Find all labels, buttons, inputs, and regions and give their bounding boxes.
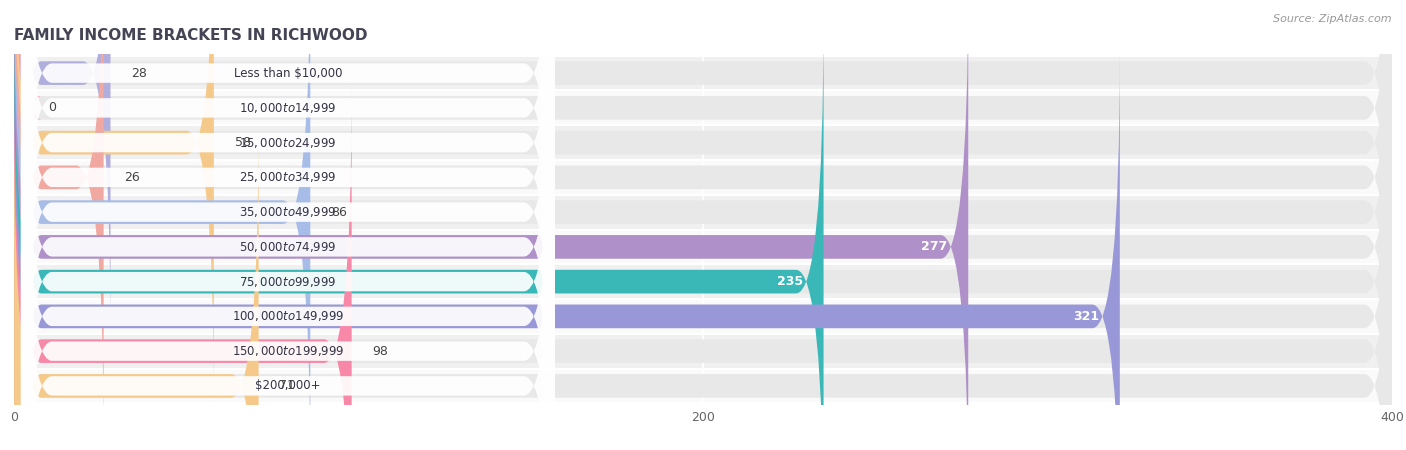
FancyBboxPatch shape [21,0,555,450]
FancyBboxPatch shape [21,0,555,376]
Bar [14,90,1392,125]
FancyBboxPatch shape [14,120,259,450]
Text: $15,000 to $24,999: $15,000 to $24,999 [239,135,336,149]
Text: $50,000 to $74,999: $50,000 to $74,999 [239,240,336,254]
Text: 321: 321 [1073,310,1099,323]
FancyBboxPatch shape [14,85,1392,450]
FancyBboxPatch shape [14,50,1119,450]
FancyBboxPatch shape [14,0,111,339]
FancyBboxPatch shape [14,120,1392,450]
Bar [14,264,1392,299]
FancyBboxPatch shape [14,0,1392,339]
FancyBboxPatch shape [0,0,42,374]
Text: Less than $10,000: Less than $10,000 [233,67,342,80]
Bar [14,369,1392,403]
FancyBboxPatch shape [21,83,555,450]
FancyBboxPatch shape [21,48,555,450]
Text: $35,000 to $49,999: $35,000 to $49,999 [239,205,336,219]
Text: 58: 58 [235,136,250,149]
Text: 86: 86 [330,206,347,219]
Bar [14,125,1392,160]
FancyBboxPatch shape [14,0,1392,374]
Bar [14,334,1392,369]
FancyBboxPatch shape [21,0,555,450]
FancyBboxPatch shape [21,0,555,411]
FancyBboxPatch shape [14,0,1392,450]
FancyBboxPatch shape [14,15,824,450]
Text: $150,000 to $199,999: $150,000 to $199,999 [232,344,344,358]
Text: $100,000 to $149,999: $100,000 to $149,999 [232,310,344,324]
FancyBboxPatch shape [14,0,311,450]
Text: 0: 0 [48,101,56,114]
FancyBboxPatch shape [14,0,214,409]
FancyBboxPatch shape [21,14,555,450]
Bar [14,56,1392,90]
Text: 71: 71 [280,379,295,392]
Text: 235: 235 [776,275,803,288]
FancyBboxPatch shape [21,0,555,450]
Bar [14,299,1392,334]
FancyBboxPatch shape [14,0,104,444]
Text: $200,000+: $200,000+ [254,379,321,392]
Text: $25,000 to $34,999: $25,000 to $34,999 [239,171,336,184]
Text: Source: ZipAtlas.com: Source: ZipAtlas.com [1274,14,1392,23]
Bar [14,230,1392,264]
FancyBboxPatch shape [14,0,1392,444]
Text: $75,000 to $99,999: $75,000 to $99,999 [239,274,336,288]
FancyBboxPatch shape [14,0,1392,409]
Bar [14,195,1392,230]
FancyBboxPatch shape [21,0,555,446]
FancyBboxPatch shape [14,0,969,450]
FancyBboxPatch shape [14,50,1392,450]
Text: FAMILY INCOME BRACKETS IN RICHWOOD: FAMILY INCOME BRACKETS IN RICHWOOD [14,28,367,43]
FancyBboxPatch shape [14,85,352,450]
Text: 26: 26 [124,171,141,184]
Text: 277: 277 [921,240,948,253]
FancyBboxPatch shape [14,15,1392,450]
FancyBboxPatch shape [14,0,1392,450]
Bar [14,160,1392,195]
Text: 98: 98 [373,345,388,358]
Text: $10,000 to $14,999: $10,000 to $14,999 [239,101,336,115]
Text: 28: 28 [131,67,148,80]
FancyBboxPatch shape [21,0,555,450]
